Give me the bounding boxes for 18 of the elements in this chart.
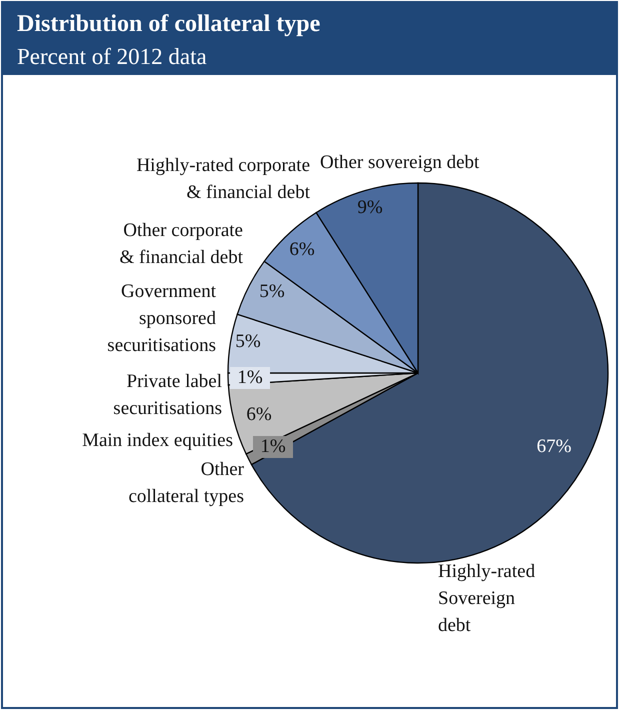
slice-label: Other collateral types	[128, 459, 245, 507]
data-label: 9%	[357, 197, 383, 218]
slice-label: Highly-rated corporate & financial debt	[136, 155, 311, 203]
data-label: 1%	[260, 436, 286, 457]
data-label: 1%	[237, 367, 263, 388]
slice-label: Main index equities	[82, 430, 233, 451]
data-label: 6%	[246, 404, 272, 425]
slice-label: Highly-rated Sovereign debt	[438, 561, 536, 636]
data-label: 67%	[536, 436, 572, 457]
legend-label: Private label securitisations	[113, 371, 222, 419]
chart-title: Distribution of collateral type	[17, 11, 321, 37]
data-label: 5%	[235, 331, 261, 352]
slice-label: Other sovereign debt	[320, 152, 480, 173]
slice-label: Government sponsored securitisations	[107, 281, 217, 356]
chart-subtitle: Percent of 2012 data	[17, 44, 207, 69]
data-label: 6%	[289, 239, 315, 260]
slice-label: Other corporate & financial debt	[120, 220, 244, 268]
data-label: 5%	[259, 281, 285, 302]
